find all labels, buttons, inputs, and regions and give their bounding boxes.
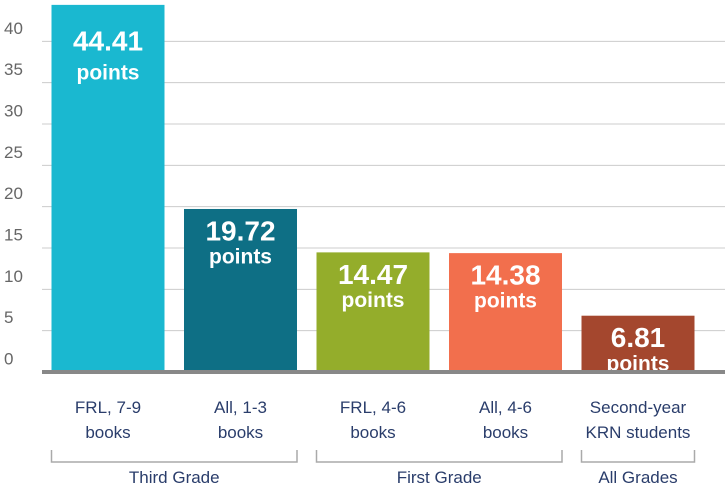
value-label: 14.38 bbox=[470, 260, 540, 291]
bar bbox=[51, 4, 165, 373]
y-tick-label: 0 bbox=[4, 349, 13, 368]
bar bbox=[581, 315, 695, 372]
value-unit: points bbox=[209, 246, 272, 269]
group-bracket bbox=[50, 450, 298, 463]
x-tick-label: All, 1-3 books bbox=[214, 398, 267, 442]
value-unit: points bbox=[77, 61, 140, 84]
group-label: Third Grade bbox=[128, 468, 220, 487]
bar bbox=[316, 252, 430, 372]
bar bbox=[449, 253, 562, 372]
y-tick-label: 5 bbox=[4, 308, 13, 327]
value-unit: points bbox=[607, 352, 670, 375]
y-tick-label: 30 bbox=[4, 101, 23, 120]
value-label: 19.72 bbox=[205, 215, 275, 246]
y-tick-label: 25 bbox=[4, 143, 23, 162]
value-label: 44.41 bbox=[73, 25, 143, 56]
value-label: 14.47 bbox=[338, 259, 408, 290]
y-tick-label: 20 bbox=[4, 184, 23, 203]
group-label: First Grade bbox=[396, 468, 482, 487]
x-tick-label: FRL, 7-9 books bbox=[74, 398, 142, 442]
x-tick-label: Second-year KRN students bbox=[585, 398, 691, 442]
x-tick-label: FRL, 4-6 books bbox=[339, 398, 407, 442]
y-tick-label: 10 bbox=[4, 267, 23, 286]
y-tick-label: 15 bbox=[4, 225, 23, 244]
value-unit: points bbox=[474, 290, 537, 313]
y-tick-label: 35 bbox=[4, 60, 23, 79]
bar bbox=[184, 208, 297, 372]
y-tick-label: 40 bbox=[4, 19, 23, 38]
group-bracket bbox=[580, 450, 696, 463]
value-label: 6.81 bbox=[611, 322, 666, 353]
value-unit: points bbox=[342, 289, 405, 312]
x-tick-label: All, 4-6 books bbox=[479, 398, 532, 442]
group-bracket bbox=[315, 450, 563, 463]
group-label: All Grades bbox=[598, 468, 678, 487]
